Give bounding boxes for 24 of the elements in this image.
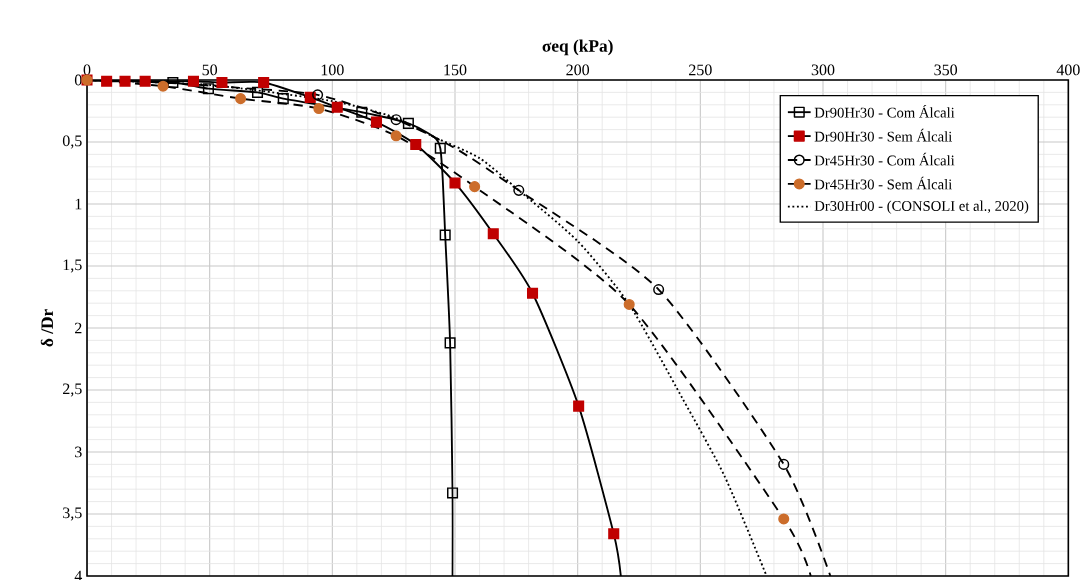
x-tick-label: 100 bbox=[321, 64, 344, 76]
y-tick-label: 0,5 bbox=[62, 135, 82, 149]
x-tick-label: 0 bbox=[83, 64, 91, 76]
y-tick-label: 2 bbox=[75, 322, 82, 334]
x-tick-label: 250 bbox=[689, 64, 712, 76]
legend-label: Dr45Hr30 - Sem Álcali bbox=[814, 176, 953, 190]
legend-label: Dr90Hr30 - Sem Álcali bbox=[814, 128, 953, 142]
x-axis-title: σeq (kPa) bbox=[542, 39, 613, 56]
legend-label: Dr45Hr30 - Com Álcali bbox=[814, 152, 955, 166]
y-tick-label: 3 bbox=[75, 446, 82, 458]
x-tick-label: 50 bbox=[202, 64, 218, 76]
x-tick-label: 150 bbox=[444, 64, 467, 76]
legend-label: Dr30Hr00 - (CONSOLI et al., 2020) bbox=[814, 200, 1029, 214]
y-axis-title: δ /Dr bbox=[40, 309, 54, 347]
x-tick-label: 350 bbox=[934, 64, 958, 76]
y-tick-label: 3,5 bbox=[63, 507, 82, 521]
x-tick-label: 200 bbox=[566, 64, 590, 76]
y-tick-label: 2,5 bbox=[63, 383, 82, 397]
x-tick-label: 400 bbox=[1056, 64, 1080, 76]
y-tick-label: 0 bbox=[74, 74, 82, 86]
y-tick-label: 1,5 bbox=[63, 259, 82, 273]
legend-label: Dr90Hr30 - Com Álcali bbox=[814, 104, 955, 118]
y-tick-label: 1 bbox=[75, 198, 82, 210]
x-tick-label: 300 bbox=[811, 64, 835, 76]
